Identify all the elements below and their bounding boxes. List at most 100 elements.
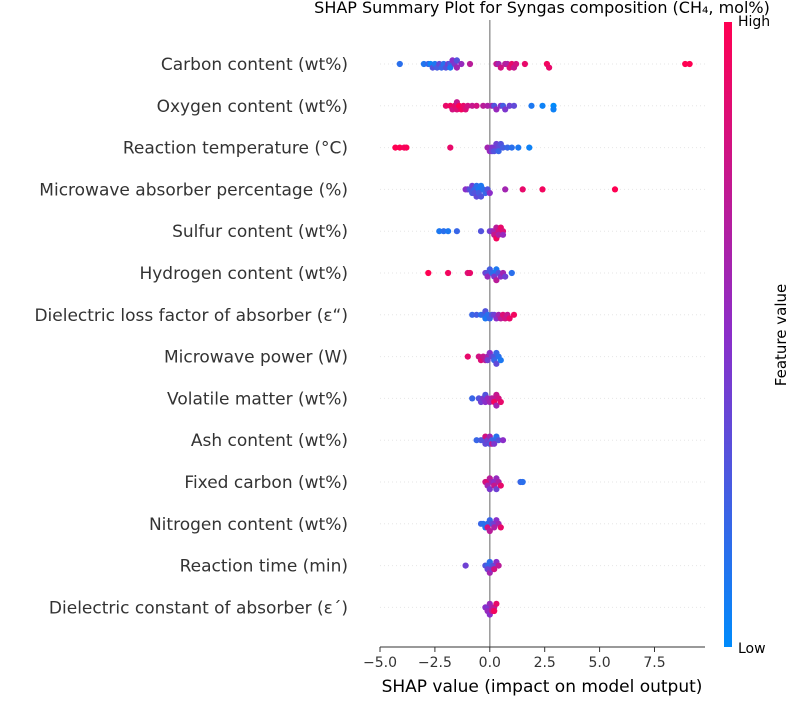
feature-label: Oxygen content (wt%) [157,97,348,117]
shap-point [484,273,491,280]
shap-point [464,353,471,360]
shap-point [493,360,500,367]
shap-point [486,486,493,493]
shap-point [486,189,493,197]
shap-point [526,144,533,151]
colorbar-high-label: High [738,14,770,30]
shap-point [466,60,474,68]
shap-point [515,144,522,151]
shap-point [539,102,546,109]
feature-label: Ash content (wt%) [191,431,348,451]
shap-point [528,102,535,109]
feature-label: Carbon content (wt%) [161,55,348,75]
shap-point [499,231,507,238]
shap-point [497,357,504,364]
shap-point [396,144,403,151]
shap-point [403,144,410,151]
shap-point [491,148,498,155]
shap-point [495,437,502,444]
shap-point [458,60,465,68]
shap-point [493,402,500,409]
shap-point [464,102,471,109]
feature-label: Nitrogen content (wt%) [149,515,348,535]
x-tick-label: −2.5 [418,655,452,671]
shap-point [502,106,509,113]
feature-rows: Carbon content (wt%) Oxygen content (wt%)… [34,55,705,618]
shap-point [473,437,480,444]
feature-label: Dielectric constant of absorber (ε´) [49,598,348,618]
shap-point [484,357,491,364]
shap-point [508,269,515,277]
x-tick-label: −5.0 [363,655,397,671]
shap-point [453,64,460,71]
shap-point [493,277,500,284]
colorbar-title: Feature value [772,284,790,386]
feature-label: Hydrogen content (wt%) [139,264,348,284]
shap-point [392,144,399,151]
shap-point [477,193,485,200]
shap-point [442,102,449,109]
feature-label: Microwave power (W) [164,348,348,368]
shap-point [510,311,518,318]
shap-point [502,186,509,193]
shap-point [682,60,689,68]
shap-point [469,102,476,109]
shap-point [497,64,504,71]
shap-point [546,64,553,71]
shap-point [502,273,509,280]
data-points [392,57,693,618]
shap-point [473,311,480,318]
shap-point [462,562,469,569]
x-tick-label: 2.5 [534,655,556,671]
x-tick-label: 5.0 [588,655,610,671]
shap-point [519,478,526,486]
shap-point [495,148,502,155]
feature-label: Dielectric loss factor of absorber (ε“) [34,306,348,326]
shap-point [491,607,498,615]
shap-point [495,231,502,238]
colorbar-low-label: Low [738,641,766,657]
shap-point [447,144,454,151]
feature-label: Reaction temperature (°C) [123,139,348,159]
shap-point [550,106,557,113]
shap-point [491,524,498,531]
x-tick-label: 0.0 [479,655,501,671]
shap-point [495,562,502,569]
shap-point [611,186,619,193]
x-axis: −5.0 −2.5 0.0 2.5 5.0 7.5 [363,646,705,671]
feature-label: Sulfur content (wt%) [172,222,348,242]
shap-point [420,60,427,68]
feature-label: Fixed carbon (wt%) [184,473,348,493]
shap-point [480,102,487,109]
shap-point [539,186,546,193]
shap-point [493,106,500,113]
shap-point [436,228,443,235]
shap-point [686,60,693,68]
shap-point [396,60,403,68]
shap-point [497,398,504,406]
feature-label: Microwave absorber percentage (%) [39,180,348,200]
shap-point [521,60,529,68]
shap-point [447,64,454,71]
shap-point [440,228,447,235]
shap-point [497,482,504,489]
shap-point [504,144,511,151]
shap-point [425,269,432,277]
shap-point [486,527,493,535]
shap-point [453,228,460,235]
shap-point [477,228,485,235]
shap-point [510,102,518,109]
shap-point [493,600,500,607]
shap-point [499,437,507,444]
shap-point [513,60,520,68]
x-axis-title: SHAP value (impact on model output) [382,677,703,697]
shap-point [506,315,513,322]
shap-point [497,524,504,531]
shap-point [491,440,498,447]
shap-point [453,57,460,64]
chart-title: SHAP Summary Plot for Syngas composition… [314,0,770,17]
colorbar [724,22,732,647]
shap-point [445,228,452,235]
shap-point [519,186,526,193]
